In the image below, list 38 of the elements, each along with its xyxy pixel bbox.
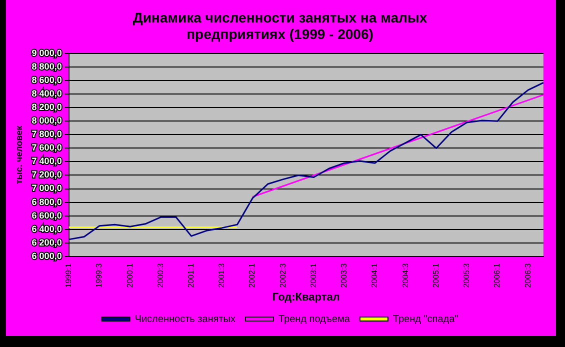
- y-tick-label: 8 800,0: [32, 62, 62, 72]
- x-tick-label: 1999:3: [94, 262, 104, 288]
- x-tick-label: 2001:1: [186, 262, 196, 288]
- y-tick-label: 8 600,0: [32, 75, 62, 86]
- y-tick-label: 7 000,0: [32, 183, 62, 194]
- y-tick-label: 6 800,0: [32, 196, 62, 207]
- y-tick-label: 6 200,0: [32, 237, 62, 248]
- y-tick-label: 6 600,0: [32, 210, 62, 220]
- x-tick-label: 2002:1: [248, 262, 257, 288]
- x-axis-title: Год:Квартал: [272, 291, 340, 304]
- y-axis-title: тыс. человек: [14, 125, 24, 184]
- legend-label: Тренд подъема: [278, 314, 350, 325]
- x-tick-label: 2003:3: [340, 262, 349, 288]
- legend-label: Численность занятых: [134, 314, 236, 325]
- y-tick-label: 6 000,0: [32, 250, 62, 261]
- x-tick-label: 2000:1: [125, 262, 134, 288]
- y-tick-label: 6 400,0: [32, 224, 62, 234]
- y-tick-label: 8 200,0: [32, 102, 62, 112]
- x-tick-label: 2004:1: [370, 262, 380, 288]
- y-tick-label: 8 400,0: [32, 88, 62, 99]
- x-tick-label: 2005:3: [462, 262, 472, 288]
- x-tick-label: 1999:1: [64, 262, 74, 288]
- y-tick-label: 9 000,0: [32, 48, 62, 58]
- chart-title: Динамика численности занятых на малых предприятиях (1999 - 2006): [132, 9, 428, 42]
- x-tick-label: 2005:1: [431, 262, 440, 288]
- legend-label: Тренд "спада": [392, 314, 459, 325]
- y-tick-label: 7 600,0: [32, 142, 62, 153]
- y-tick-label: 7 400,0: [32, 156, 62, 166]
- y-tick-label: 7 200,0: [32, 170, 62, 180]
- y-tick-label: 7 800,0: [32, 129, 62, 140]
- x-tick-label: 2002:3: [278, 262, 288, 288]
- x-tick-label: 2003:1: [308, 262, 318, 288]
- x-tick-label: 2004:3: [400, 262, 410, 288]
- y-tick-label: 8 000,0: [32, 116, 62, 126]
- x-tick-label: 2006:1: [492, 262, 502, 288]
- x-tick-label: 2000:3: [156, 262, 165, 288]
- x-tick-label: 2001:3: [217, 262, 226, 288]
- x-tick-label: 2006:3: [523, 262, 532, 288]
